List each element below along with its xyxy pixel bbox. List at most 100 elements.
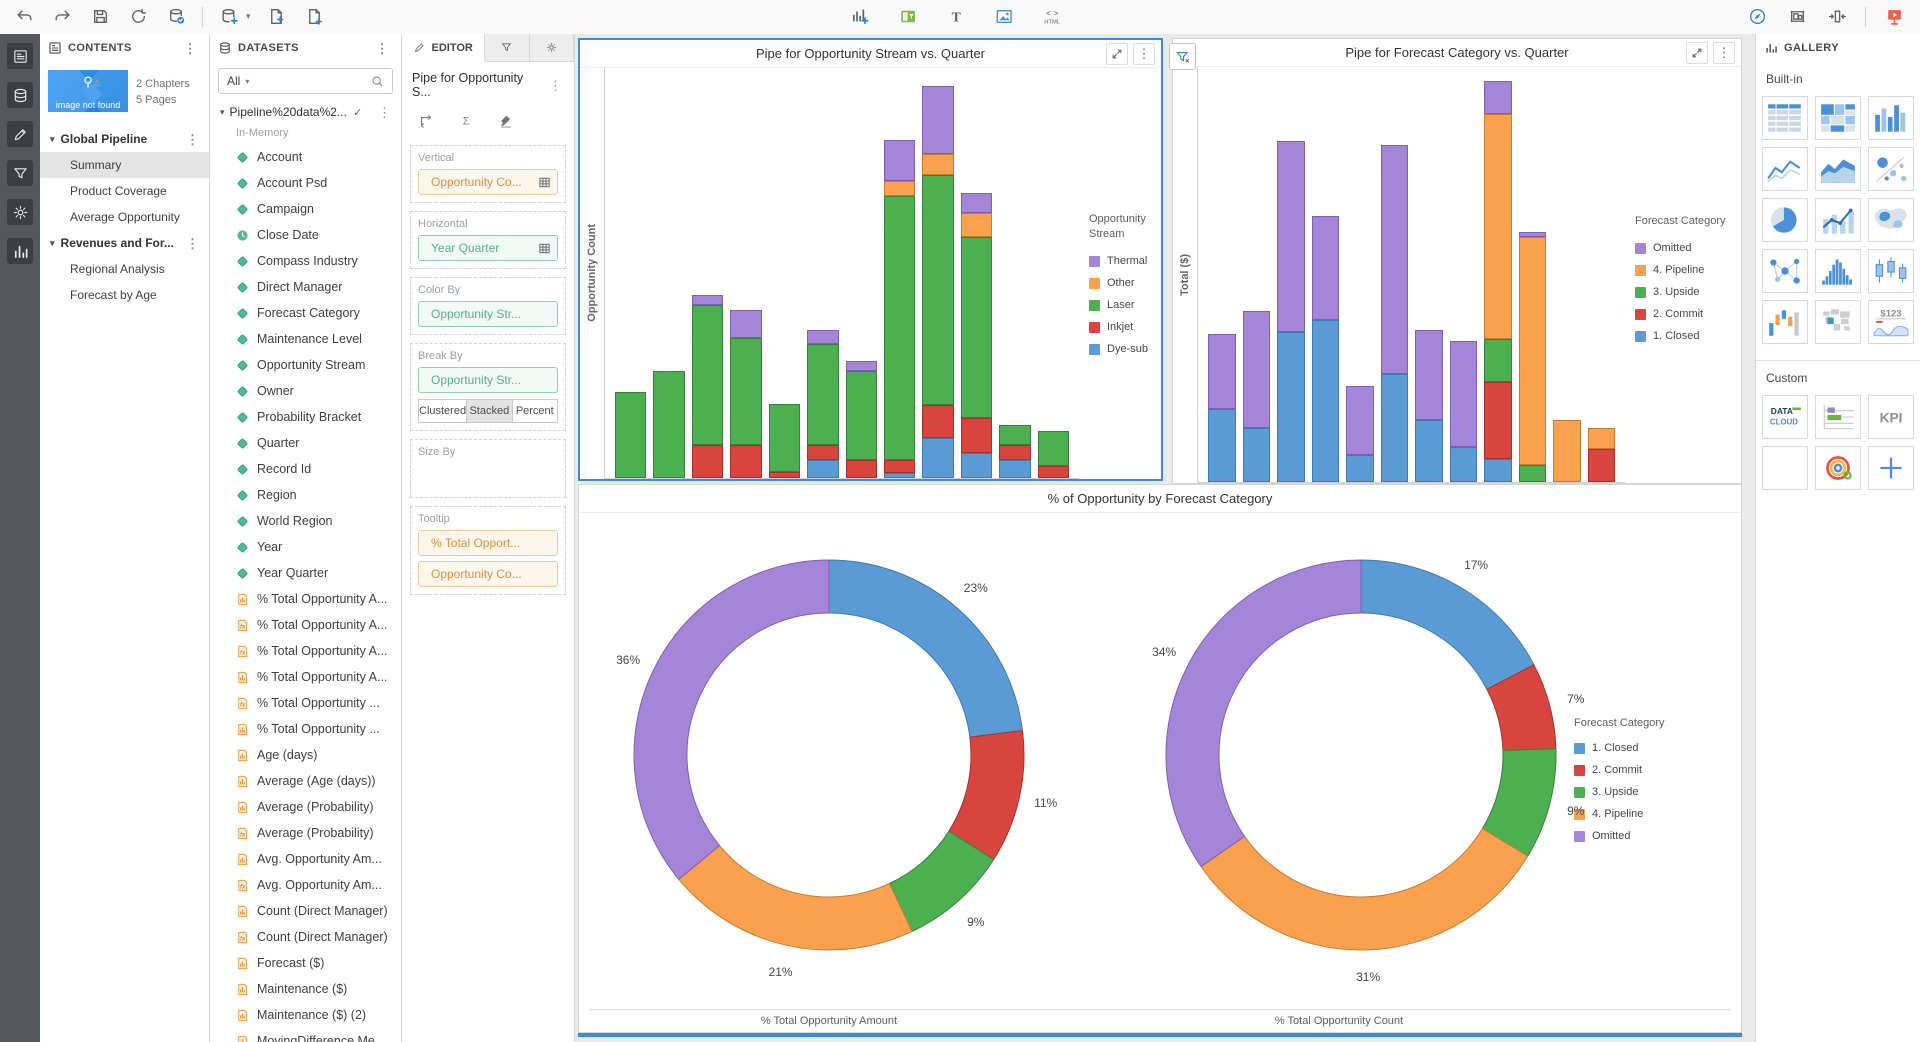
bar-segment-laser[interactable] [845, 371, 877, 460]
drop-zone-size-by[interactable]: Size By [410, 439, 566, 498]
bar-segment-1-closed[interactable] [1311, 319, 1339, 482]
bar-segment-inkjet[interactable] [883, 459, 916, 474]
stacked-bar[interactable] [883, 67, 916, 478]
bar-segment-4-pipeline[interactable] [1553, 419, 1581, 482]
dataset-field-direct-manager[interactable]: Direct Manager [210, 274, 401, 300]
dataset-field-maintenance-level[interactable]: Maintenance Level [210, 326, 401, 352]
bar-segment-thermal[interactable] [922, 86, 954, 155]
dataset-field-opportunity-stream[interactable]: Opportunity Stream [210, 352, 401, 378]
dataset-field-year-quarter[interactable]: Year Quarter [210, 560, 401, 586]
format-eraser-button[interactable] [494, 109, 518, 133]
stacked-bar[interactable] [730, 67, 762, 478]
bar-segment-omitted[interactable] [1518, 232, 1546, 237]
page-item-average-opportunity[interactable]: Average Opportunity [40, 204, 209, 230]
stacked-bar[interactable] [1037, 67, 1070, 478]
bar-segment-laser[interactable] [999, 424, 1031, 446]
donut-slice-4-pipeline[interactable] [678, 844, 913, 951]
bar-segment-laser[interactable] [1037, 430, 1070, 466]
chapter-item-revenues-and-for-[interactable]: ▾ Revenues and For... ⋮ [40, 230, 209, 256]
dataset-field-forecast-category[interactable]: Forecast Category [210, 300, 401, 326]
rail-format-button[interactable] [7, 121, 33, 147]
dataset-search-box[interactable]: All ▾ [218, 68, 393, 94]
legend-item-other[interactable]: Other [1089, 272, 1161, 294]
bar-segment-laser[interactable] [653, 371, 685, 478]
bar-segment-1-closed[interactable] [1449, 446, 1477, 482]
donut-slice-4-pipeline[interactable] [1200, 827, 1529, 951]
dossier-thumbnail[interactable]: ⚲ ⚠ image not found [48, 70, 128, 112]
bar-segment-2-commit[interactable] [1484, 382, 1512, 460]
legend-item-2-commit[interactable]: 2. Commit [1635, 303, 1741, 325]
stacked-bar[interactable] [1518, 66, 1546, 482]
dataset-field-region[interactable]: Region [210, 482, 401, 508]
bar-segment-laser[interactable] [922, 174, 954, 405]
dataset-field-year[interactable]: Year [210, 534, 401, 560]
legend-item-1-closed[interactable]: 1. Closed [1635, 325, 1741, 347]
bar-segment-omitted[interactable] [1346, 386, 1374, 455]
rail-datasets-button[interactable] [7, 82, 33, 108]
tab-editor[interactable]: EDITOR [402, 34, 486, 62]
dataset-field-owner[interactable]: Owner [210, 378, 401, 404]
dataset-field-forecast-[interactable]: Forecast ($) [210, 950, 401, 976]
bar-segment-inkjet[interactable] [845, 459, 877, 478]
insert-html-button[interactable]: < > HTML [1040, 5, 1064, 29]
bar-segment-other[interactable] [922, 154, 954, 175]
dataset-field-maintenance-[interactable]: Maintenance ($) [210, 976, 401, 1002]
visualization-menu-kebab[interactable]: ⋮ [549, 77, 562, 93]
dataset-field-count-direct-manager-[interactable]: fx Count (Direct Manager) [210, 924, 401, 950]
dataset-field--total-opportunity-a-[interactable]: % Total Opportunity A... [210, 664, 401, 690]
viz-bar-opportunity-stream[interactable]: Pipe for Opportunity Stream vs. Quarter … [578, 38, 1163, 481]
dataset-root-row[interactable]: ▾ Pipeline%20data%2... ✓ ⋮ [210, 100, 401, 124]
bar-segment-laser[interactable] [768, 404, 801, 472]
gallery-tile-geo-map[interactable] [1868, 198, 1914, 242]
rail-settings-button[interactable] [7, 199, 33, 225]
chevron-down-icon[interactable]: ▾ [246, 11, 251, 21]
dataset-field-average-probability-[interactable]: fx Average (Probability) [210, 820, 401, 846]
bar-segment-thermal[interactable] [730, 309, 762, 339]
present-button[interactable] [1882, 5, 1906, 29]
redo-button[interactable] [50, 5, 74, 29]
gallery-tile-waterfall[interactable] [1762, 300, 1808, 344]
stacked-bar[interactable] [1587, 66, 1615, 482]
bar-segment-laser[interactable] [960, 236, 993, 418]
stacked-bar[interactable] [653, 67, 685, 478]
bar-segment-dye-sub[interactable] [807, 459, 839, 478]
bar-segment-omitted[interactable] [1242, 311, 1270, 428]
stacked-bar[interactable] [691, 67, 724, 478]
dataset-field-maintenance-2-[interactable]: Maintenance ($) (2) [210, 1002, 401, 1028]
gallery-tile-kpi-sparkline[interactable]: $123 [1868, 300, 1914, 344]
stacked-bar[interactable] [922, 67, 954, 478]
insert-text-button[interactable]: T [944, 5, 968, 29]
bar-segment-dye-sub[interactable] [883, 473, 916, 478]
dataset-field--total-opportunity-[interactable]: % Total Opportunity ... [210, 716, 401, 742]
legend-item-4-pipeline[interactable]: 4. Pipeline [1574, 803, 1664, 825]
save-button[interactable] [88, 5, 112, 29]
insert-visualization-button[interactable] [848, 5, 872, 29]
bar-segment-omitted[interactable] [1380, 145, 1408, 374]
bar-segment-inkjet[interactable] [922, 404, 954, 438]
bar-segment-laser[interactable] [883, 196, 916, 460]
add-page-button[interactable] [303, 5, 327, 29]
caret-down-icon[interactable]: ▾ [50, 133, 55, 144]
bar-segment-inkjet[interactable] [768, 471, 801, 478]
donut-total-opportunity-count[interactable] [1141, 535, 1581, 975]
rail-contents-button[interactable] [7, 43, 33, 69]
stacked-bar[interactable] [960, 67, 993, 478]
maximize-icon[interactable] [1686, 42, 1708, 64]
field-chip-opportunity-co-[interactable]: Opportunity Co... [418, 169, 558, 195]
segment-percent[interactable]: Percent [511, 399, 559, 423]
gallery-tile-pie[interactable] [1762, 198, 1808, 242]
field-chip-opportunity-co-[interactable]: fxOpportunity Co... [418, 561, 558, 587]
stacked-bar[interactable] [1449, 66, 1477, 482]
dataset-field-close-date[interactable]: Close Date [210, 222, 401, 248]
legend-item-4-pipeline[interactable]: 4. Pipeline [1635, 259, 1741, 281]
gallery-tile-network[interactable] [1762, 249, 1808, 293]
totals-button[interactable]: Σ [454, 109, 478, 133]
insert-filter-button[interactable] [896, 5, 920, 29]
viz-donut-forecast-category[interactable]: % of Opportunity by Forecast Category % … [578, 484, 1742, 1033]
bar-segment-3-upside[interactable] [1518, 465, 1546, 482]
legend-item-inkjet[interactable]: Inkjet [1089, 316, 1161, 338]
chapter-menu-kebab[interactable]: ⋮ [186, 131, 199, 147]
tab-settings[interactable] [529, 34, 574, 62]
rail-gallery-button[interactable] [7, 238, 33, 264]
bar-segment-thermal[interactable] [691, 295, 724, 306]
